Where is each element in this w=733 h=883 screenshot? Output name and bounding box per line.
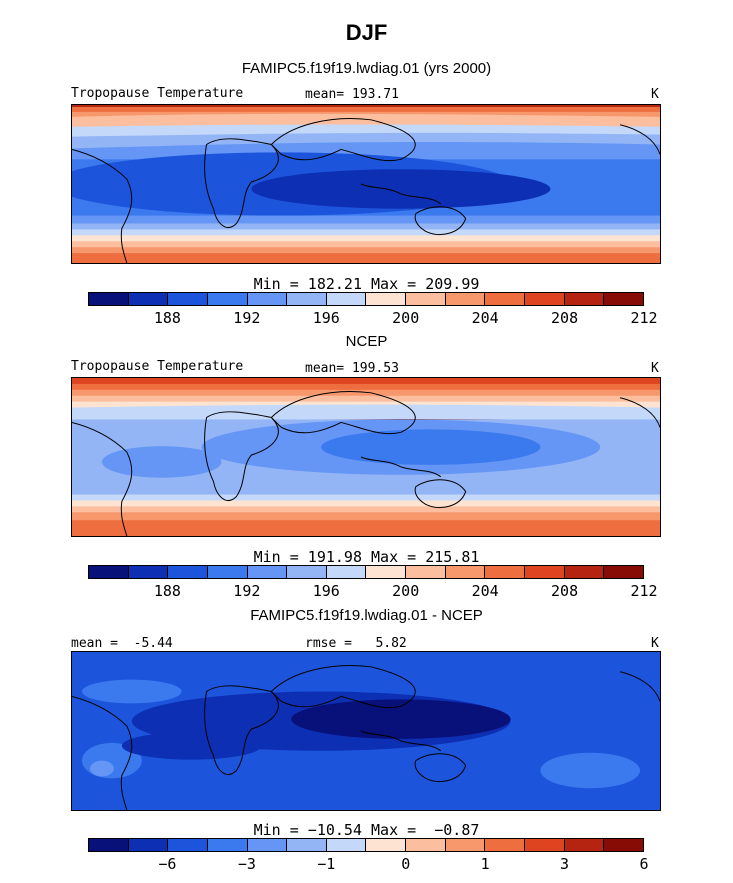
colorbar-box xyxy=(247,839,288,851)
colorbar-tick-label: 6 xyxy=(639,855,649,873)
panel2-map xyxy=(71,377,661,537)
colorbar-box xyxy=(287,566,327,578)
colorbar-box xyxy=(445,293,486,305)
colorbar-tick-label: 208 xyxy=(551,309,579,327)
panel3-colorbar xyxy=(88,838,644,852)
colorbar-tick-label: 212 xyxy=(630,309,658,327)
panel1-subtitle: FAMIPC5.f19f19.lwdiag.01 (yrs 2000) xyxy=(241,60,492,77)
colorbar-box xyxy=(406,839,446,851)
colorbar-box xyxy=(525,566,565,578)
panel2-contour-svg xyxy=(72,378,660,536)
panel3-minmax: Min = −10.54 Max = −0.87 xyxy=(253,821,480,839)
colorbar-box xyxy=(89,293,129,305)
colorbar-box xyxy=(525,293,565,305)
colorbar-tick-label: 0 xyxy=(401,855,411,873)
colorbar-box xyxy=(287,839,327,851)
colorbar-box xyxy=(406,566,446,578)
colorbar-box xyxy=(287,293,327,305)
colorbar-box xyxy=(604,839,643,851)
panel2-colorbar xyxy=(88,565,644,579)
colorbar-tick-label: 188 xyxy=(153,582,181,600)
colorbar-box xyxy=(128,566,169,578)
colorbar-box xyxy=(366,293,407,305)
colorbar-tick-label: 3 xyxy=(560,855,570,873)
colorbar-tick-label: 204 xyxy=(471,582,499,600)
colorbar-box xyxy=(366,839,407,851)
panel3-map xyxy=(71,651,661,811)
panel1-map xyxy=(71,104,661,264)
panel2-variable-label: Tropopause Temperature xyxy=(71,359,244,374)
colorbar-tick-label: 204 xyxy=(471,309,499,327)
panel1-minmax: Min = 182.21 Max = 209.99 xyxy=(253,275,480,293)
panel3-mean-label: mean = -5.44 xyxy=(71,636,173,651)
colorbar-box xyxy=(485,566,526,578)
colorbar-box xyxy=(445,839,486,851)
colorbar-tick-label: −6 xyxy=(158,855,177,873)
colorbar-tick-label: 196 xyxy=(312,582,340,600)
colorbar-tick-label: 200 xyxy=(392,582,420,600)
colorbar-box xyxy=(326,293,367,305)
colorbar-box xyxy=(207,293,248,305)
panel3-colorbar-ticks: −6 −3 −1 0 1 3 6 xyxy=(88,855,648,873)
colorbar-box xyxy=(564,566,605,578)
panel3-rmse-label: rmse = 5.82 xyxy=(305,636,407,651)
panel3-contour-svg xyxy=(72,652,660,810)
colorbar-box xyxy=(89,566,129,578)
colorbar-box xyxy=(207,839,248,851)
colorbar-box xyxy=(485,293,526,305)
panel1-unit-label: K xyxy=(651,87,659,102)
panel1-variable-label: Tropopause Temperature xyxy=(71,86,244,101)
panel2-minmax: Min = 191.98 Max = 215.81 xyxy=(253,548,480,566)
colorbar-tick-label: 192 xyxy=(233,309,261,327)
panel1-colorbar-ticks: 188 192 196 200 204 208 212 xyxy=(88,309,658,327)
colorbar-box xyxy=(366,566,407,578)
colorbar-box xyxy=(168,293,208,305)
panel2-mean-label: mean= 199.53 xyxy=(305,361,399,376)
colorbar-box xyxy=(485,839,526,851)
colorbar-box xyxy=(525,839,565,851)
colorbar-box xyxy=(445,566,486,578)
colorbar-box xyxy=(128,293,169,305)
colorbar-box xyxy=(604,566,643,578)
colorbar-tick-label: 196 xyxy=(312,309,340,327)
colorbar-box xyxy=(247,566,288,578)
panel1-contour-svg xyxy=(72,105,660,263)
colorbar-box xyxy=(207,566,248,578)
colorbar-box xyxy=(326,839,367,851)
colorbar-box xyxy=(564,293,605,305)
colorbar-box xyxy=(168,566,208,578)
panel1-mean-label: mean= 193.71 xyxy=(305,87,399,102)
colorbar-box xyxy=(247,293,288,305)
panel3-unit-label: K xyxy=(651,636,659,651)
colorbar-box xyxy=(168,839,208,851)
colorbar-box xyxy=(128,839,169,851)
colorbar-box xyxy=(564,839,605,851)
colorbar-tick-label: −1 xyxy=(317,855,336,873)
panel3-subtitle: FAMIPC5.f19f19.lwdiag.01 - NCEP xyxy=(250,607,483,624)
colorbar-tick-label: 192 xyxy=(233,582,261,600)
colorbar-tick-label: 188 xyxy=(153,309,181,327)
colorbar-tick-label: −3 xyxy=(237,855,256,873)
panel1-colorbar xyxy=(88,292,644,306)
figure-title: DJF xyxy=(345,20,388,45)
panel2-unit-label: K xyxy=(651,361,659,376)
colorbar-tick-label: 1 xyxy=(480,855,490,873)
panel2-coastlines xyxy=(72,391,660,536)
colorbar-tick-label: 208 xyxy=(551,582,579,600)
colorbar-box xyxy=(326,566,367,578)
colorbar-box xyxy=(89,839,129,851)
colorbar-box xyxy=(604,293,643,305)
colorbar-box xyxy=(406,293,446,305)
panel2-subtitle: NCEP xyxy=(345,333,388,350)
panel3-coastlines xyxy=(72,665,660,810)
panel2-colorbar-ticks: 188 192 196 200 204 208 212 xyxy=(88,582,658,600)
colorbar-tick-label: 212 xyxy=(630,582,658,600)
colorbar-tick-label: 200 xyxy=(392,309,420,327)
panel1-coastlines xyxy=(72,118,660,263)
